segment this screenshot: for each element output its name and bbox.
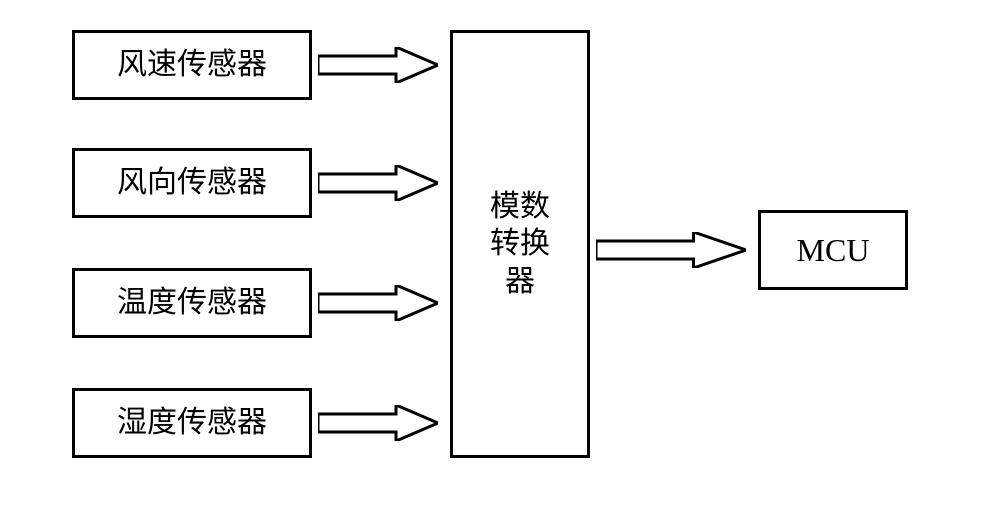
arrow-icon xyxy=(318,405,438,441)
arrow-icon xyxy=(318,165,438,201)
arrow-icon xyxy=(318,285,438,321)
humidity-sensor-box: 湿度传感器 xyxy=(72,388,312,458)
arrow-icon xyxy=(318,47,438,83)
wind-speed-sensor-box: 风速传感器 xyxy=(72,30,312,100)
wind-direction-sensor-box: 风向传感器 xyxy=(72,148,312,218)
mcu-box: MCU xyxy=(758,210,908,290)
adc-box: 模数转换器 xyxy=(450,30,590,458)
temperature-sensor-box: 温度传感器 xyxy=(72,268,312,338)
arrow-icon xyxy=(596,232,746,268)
